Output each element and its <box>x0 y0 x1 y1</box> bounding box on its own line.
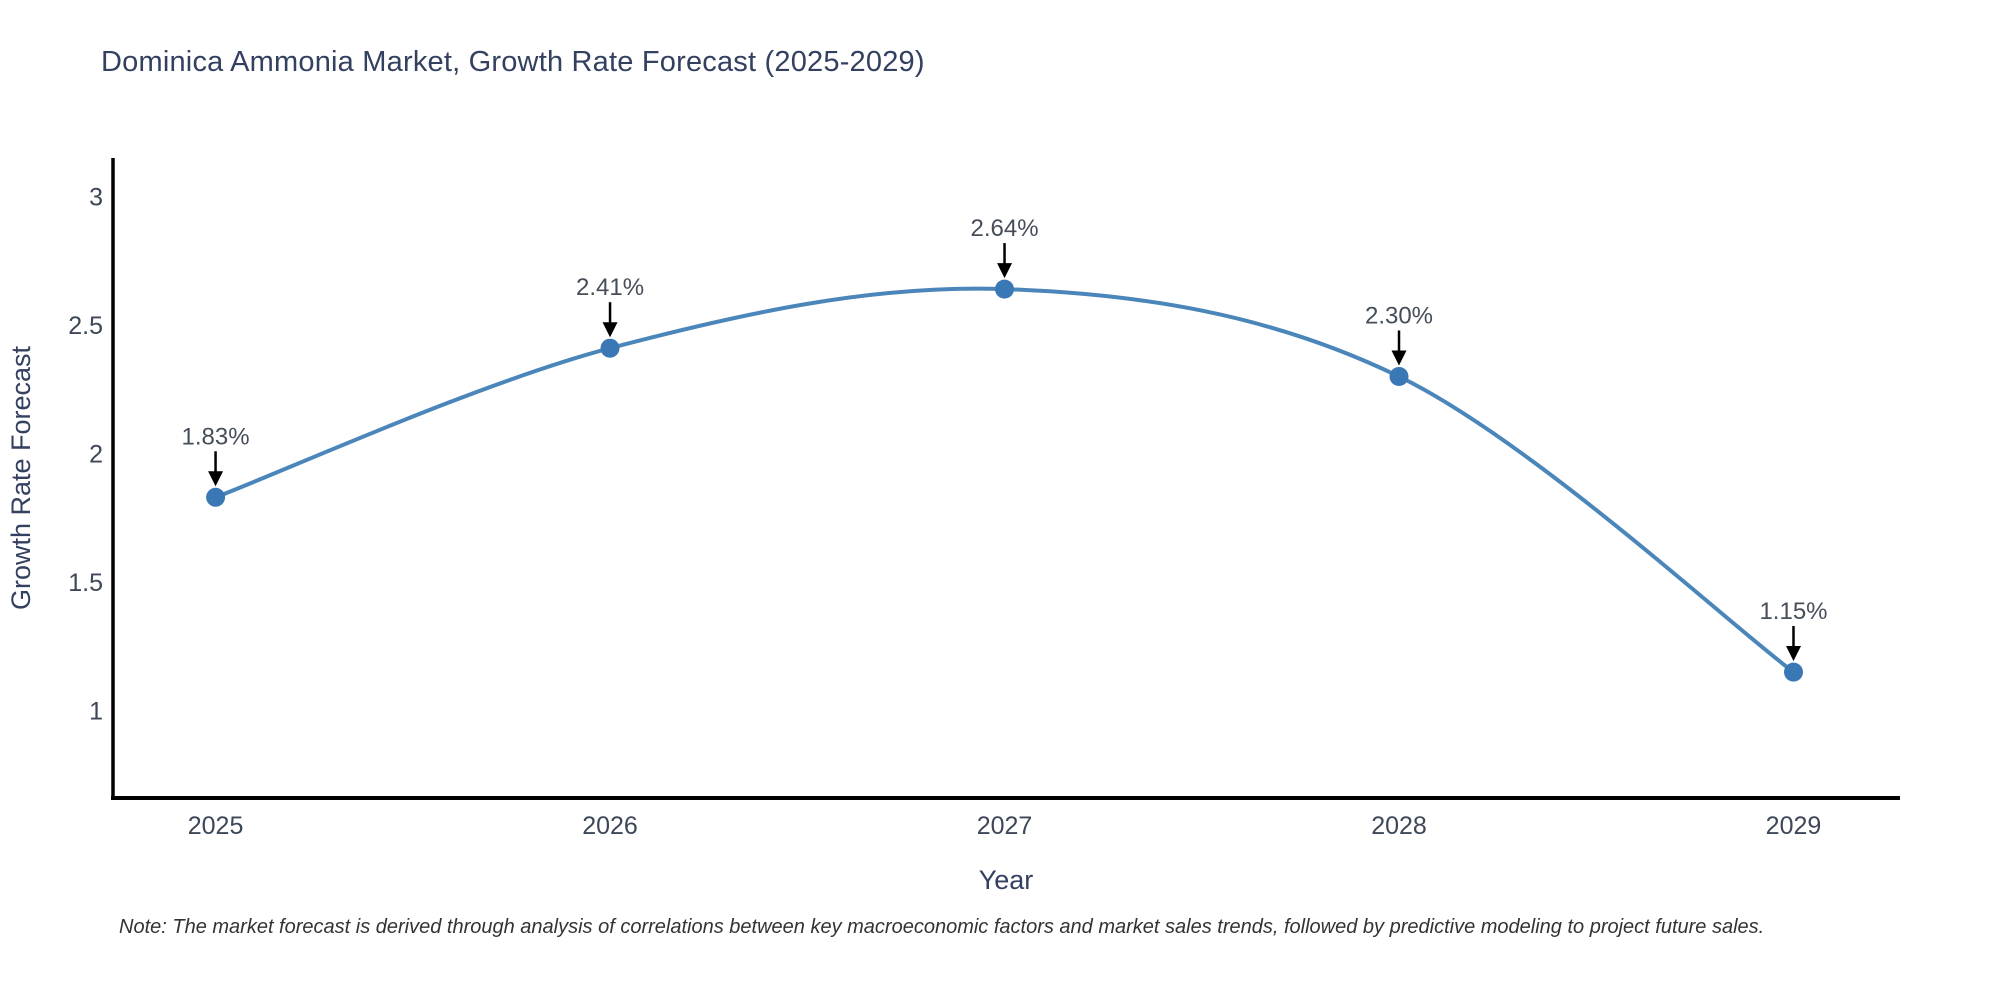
chart-title: Dominica Ammonia Market, Growth Rate For… <box>101 46 925 78</box>
data-point-marker <box>995 279 1014 299</box>
data-point-label: 2.30% <box>1365 302 1433 329</box>
annotation-arrowhead <box>602 322 618 338</box>
x-tick-label: 2027 <box>977 812 1033 840</box>
x-axis-title: Year <box>979 865 1034 895</box>
y-axis-title: Growth Rate Forecast <box>6 345 36 610</box>
annotation-arrowhead <box>1391 350 1407 366</box>
y-tick-label: 1 <box>89 698 103 726</box>
footnote: Note: The market forecast is derived thr… <box>119 916 1765 938</box>
y-tick-label: 1.5 <box>68 569 103 597</box>
data-point-marker <box>1389 367 1409 386</box>
x-tick-label: 2029 <box>1766 812 1822 840</box>
annotation-arrowhead <box>208 471 224 487</box>
x-tick-label: 2025 <box>188 812 244 840</box>
data-point-marker <box>1784 662 1803 682</box>
annotation-arrowhead <box>997 263 1013 279</box>
data-point-marker <box>206 487 226 507</box>
data-point-label: 1.15% <box>1759 598 1827 625</box>
series-line <box>213 286 1796 675</box>
x-tick-label: 2026 <box>582 812 638 840</box>
data-point-label: 2.41% <box>576 274 644 301</box>
data-point-label: 2.64% <box>970 215 1038 242</box>
y-tick-label: 3 <box>89 184 103 212</box>
data-point-label: 1.83% <box>182 423 250 450</box>
x-tick-label: 2028 <box>1371 812 1427 840</box>
annotation-arrowhead <box>1785 646 1801 662</box>
data-point-marker <box>600 338 620 358</box>
y-tick-label: 2.5 <box>68 312 103 340</box>
y-tick-label: 2 <box>89 441 103 469</box>
